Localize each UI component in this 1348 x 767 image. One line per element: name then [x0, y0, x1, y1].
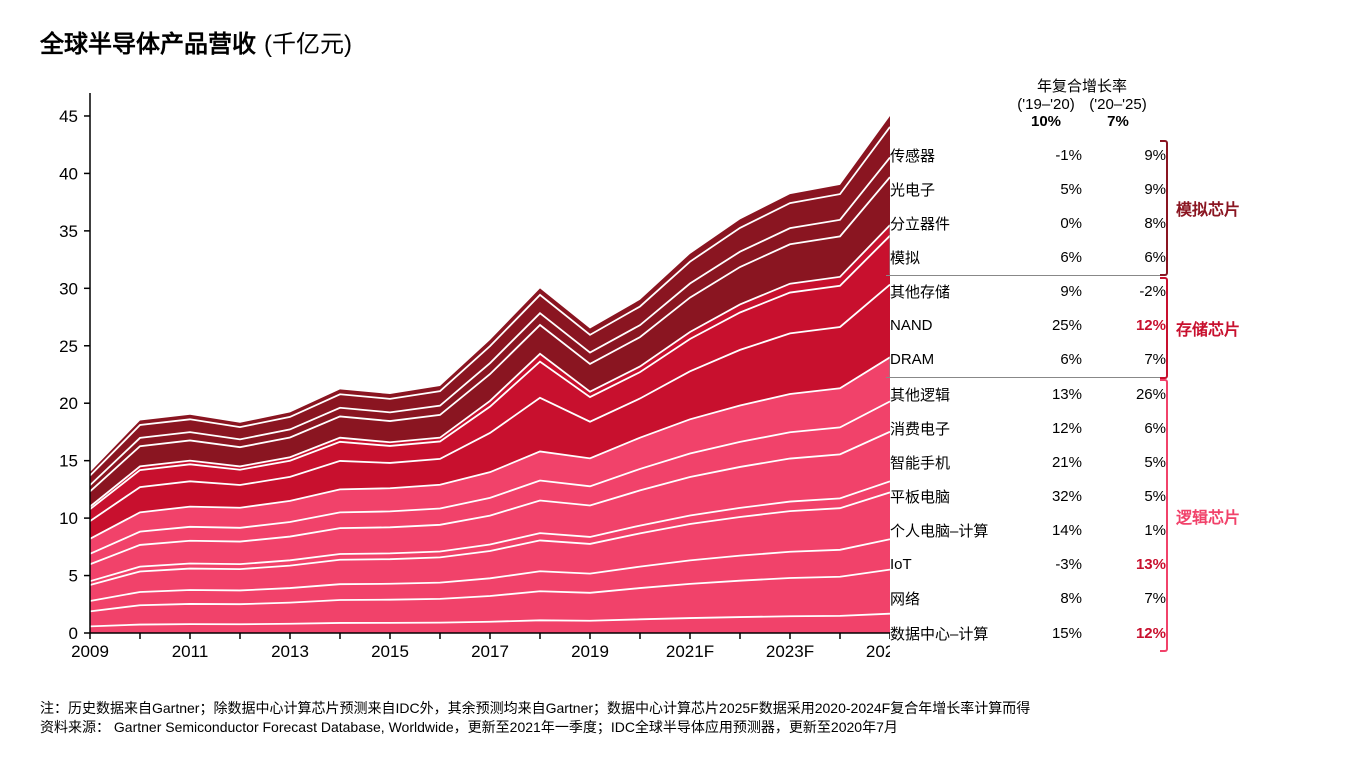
cagr-row: NAND25%12%: [890, 316, 1178, 336]
xlabel: 2011: [172, 642, 209, 661]
cagr-row-c1: -1%: [1010, 147, 1094, 164]
cagr-row-c1: 12%: [1010, 420, 1094, 437]
xlabel: 2009: [71, 642, 109, 661]
cagr-row-name: 其他存储: [890, 281, 1010, 302]
xlabel: 2017: [471, 642, 509, 661]
cagr-row-c1: 15%: [1010, 625, 1094, 642]
group-bracket-memory: [1160, 277, 1168, 379]
ylabel: 30: [59, 279, 78, 298]
cagr-row-c1: 13%: [1010, 386, 1094, 403]
cagr-row-name: 数据中心–计算: [890, 623, 1010, 644]
cagr-row: 其他逻辑13%26%: [890, 384, 1178, 404]
cagr-row-c1: 21%: [1010, 454, 1094, 471]
ylabel: 20: [59, 394, 78, 413]
ylabel: 10: [59, 509, 78, 528]
chart-title: 全球半导体产品营收 (千亿元): [40, 24, 1308, 59]
cagr-row-c1: 25%: [1010, 317, 1094, 334]
cagr-table: 年复合增长率('19–'20)('20–'25)10%7%传感器-1%9%光电子…: [890, 63, 1254, 673]
group-label-logic: 逻辑芯片: [1176, 504, 1240, 528]
xlabel: 2023F: [766, 642, 814, 661]
cagr-row-name: 其他逻辑: [890, 384, 1010, 405]
xlabel: 2021F: [666, 642, 714, 661]
cagr-row-name: 个人电脑–计算: [890, 520, 1010, 541]
cagr-row: 消费电子12%6%: [890, 418, 1178, 438]
ylabel: 45: [59, 107, 78, 126]
cagr-row-name: 模拟: [890, 247, 1010, 268]
cagr-row-name: NAND: [890, 317, 1010, 334]
group-rule-memory: [886, 377, 1160, 378]
cagr-row-name: IoT: [890, 556, 1010, 573]
cagr-row-c1: 32%: [1010, 488, 1094, 505]
footnote-2: 资料来源： Gartner Semiconductor Forecast Dat…: [40, 718, 1030, 737]
cagr-row: 分立器件0%8%: [890, 213, 1178, 233]
ylabel: 35: [59, 222, 78, 241]
cagr-col1-total: 10%: [1010, 113, 1082, 130]
page: 全球半导体产品营收 (千亿元) 0 5 10 15 20 25 30 35 40 45 2009 20…: [0, 0, 1348, 767]
cagr-row-c1: 9%: [1010, 283, 1094, 300]
cagr-row-c1: 5%: [1010, 181, 1094, 198]
xlabel: 2025F: [866, 642, 890, 661]
footnotes: 注：历史数据来自Gartner；除数据中心计算芯片预测来自IDC外，其余预测均来…: [40, 699, 1030, 737]
xlabel: 2019: [571, 642, 609, 661]
stacked-area-chart: 0 5 10 15 20 25 30 35 40 45 2009 2011 2013 2015 2017 20…: [40, 63, 890, 673]
cagr-row-name: 智能手机: [890, 452, 1010, 473]
cagr-row: DRAM6%7%: [890, 350, 1178, 370]
cagr-row-name: 光电子: [890, 179, 1010, 200]
ylabel: 40: [59, 164, 78, 183]
ylabel: 15: [59, 452, 78, 471]
cagr-row-name: 分立器件: [890, 213, 1010, 234]
group-bracket-logic: [1160, 379, 1168, 652]
cagr-col1-period: ('19–'20): [1010, 96, 1082, 113]
cagr-row-name: 网络: [890, 588, 1010, 609]
cagr-row-c1: 6%: [1010, 249, 1094, 266]
cagr-col2-period: ('20–'25): [1082, 96, 1154, 113]
cagr-row-name: 传感器: [890, 145, 1010, 166]
cagr-row-name: DRAM: [890, 351, 1010, 368]
group-label-memory: 存储芯片: [1176, 316, 1240, 340]
chart-body: 0 5 10 15 20 25 30 35 40 45 2009 2011 2013 2015 2017 20…: [40, 63, 1308, 673]
ylabel: 0: [69, 624, 78, 643]
xlabel: 2015: [371, 642, 409, 661]
cagr-row-c1: 8%: [1010, 590, 1094, 607]
ylabel: 5: [69, 567, 78, 586]
cagr-row-c1: 6%: [1010, 351, 1094, 368]
cagr-row: 数据中心–计算15%12%: [890, 623, 1178, 643]
ylabel: 25: [59, 337, 78, 356]
cagr-row: 传感器-1%9%: [890, 145, 1178, 165]
cagr-row: 光电子5%9%: [890, 179, 1178, 199]
chart-svg: 0 5 10 15 20 25 30 35 40 45 2009 2011 2013 2015 2017 20…: [40, 63, 890, 673]
cagr-row: 智能手机21%5%: [890, 452, 1178, 472]
cagr-header-title: 年复合增长率: [1010, 75, 1154, 96]
group-label-analog: 模拟芯片: [1176, 196, 1240, 220]
xlabel: 2013: [271, 642, 309, 661]
chart-title-bold: 全球半导体产品营收: [40, 24, 256, 59]
cagr-row: 网络8%7%: [890, 589, 1178, 609]
cagr-header: 年复合增长率('19–'20)('20–'25)10%7%: [890, 75, 1154, 130]
cagr-row-c1: 14%: [1010, 522, 1094, 539]
cagr-row: IoT-3%13%: [890, 555, 1178, 575]
cagr-row: 个人电脑–计算14%1%: [890, 521, 1178, 541]
cagr-row-c1: -3%: [1010, 556, 1094, 573]
cagr-row-name: 平板电脑: [890, 486, 1010, 507]
cagr-col2-total: 7%: [1082, 113, 1154, 130]
group-rule-analog: [886, 275, 1160, 276]
chart-title-unit: (千亿元): [264, 24, 352, 59]
cagr-row: 其他存储9%-2%: [890, 282, 1178, 302]
cagr-row-name: 消费电子: [890, 418, 1010, 439]
cagr-row: 模拟6%6%: [890, 247, 1178, 267]
footnote-1: 注：历史数据来自Gartner；除数据中心计算芯片预测来自IDC外，其余预测均来…: [40, 699, 1030, 718]
cagr-row: 平板电脑32%5%: [890, 486, 1178, 506]
group-bracket-analog: [1160, 140, 1168, 277]
cagr-row-c1: 0%: [1010, 215, 1094, 232]
